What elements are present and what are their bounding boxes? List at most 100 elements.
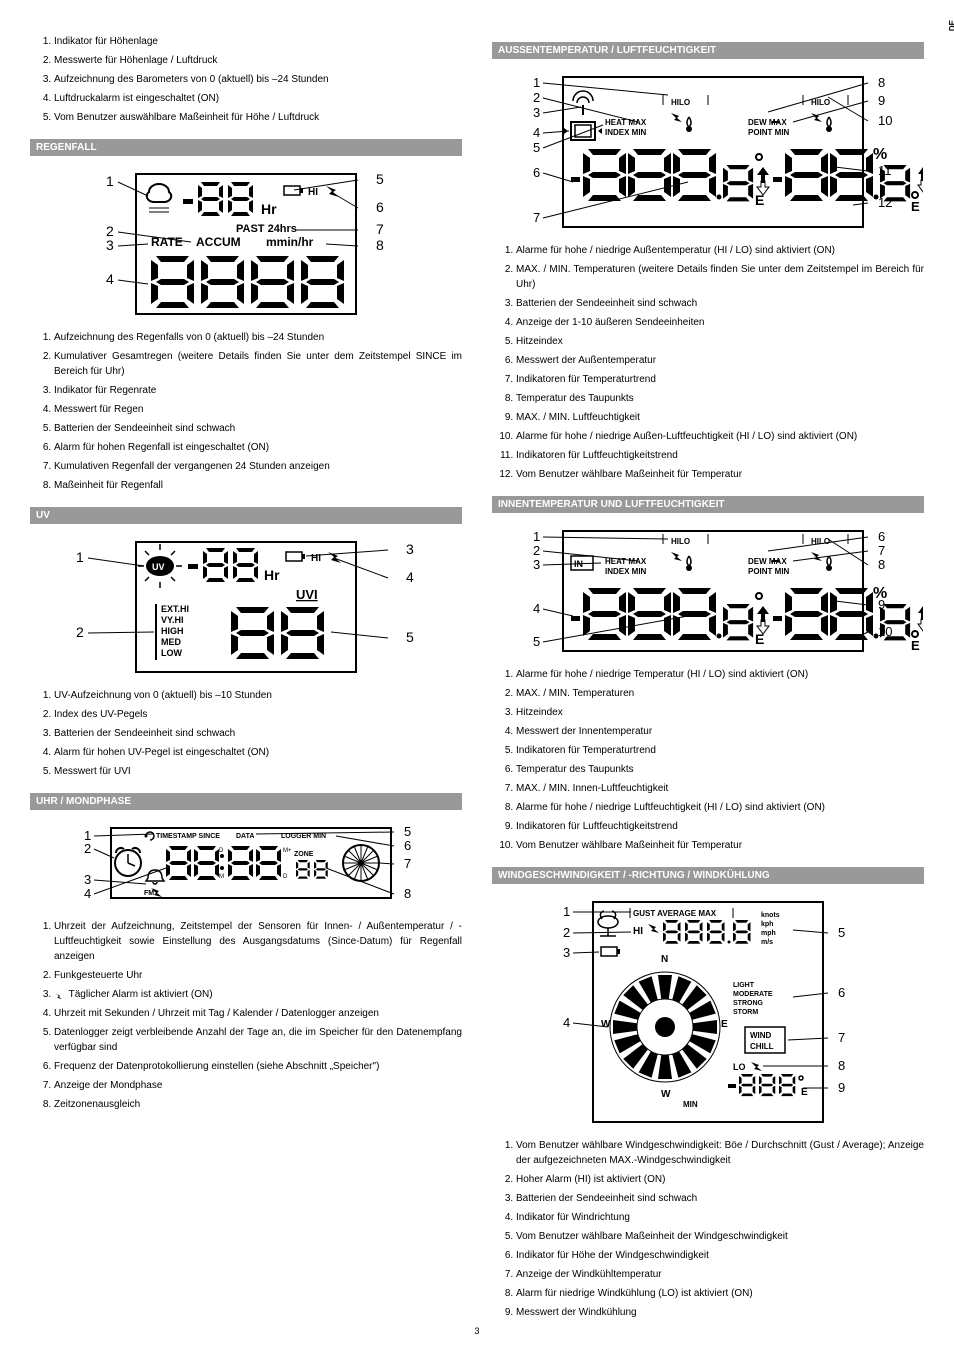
svg-text:1: 1 [563, 904, 570, 919]
svg-text:6: 6 [533, 165, 540, 180]
svg-text:MODERATE: MODERATE [733, 991, 773, 998]
svg-text:3: 3 [533, 105, 540, 120]
list-item: Alarm für hohen Regenfall ist eingeschal… [54, 440, 462, 455]
svg-text:3: 3 [563, 945, 570, 960]
svg-text:FM: FM [144, 890, 154, 897]
list-item: Zeitzonenausgleich [54, 1097, 462, 1112]
svg-text:MIN: MIN [683, 1100, 698, 1109]
list-item: Kumulativen Regenfall der vergangenen 24… [54, 459, 462, 474]
svg-text:N: N [661, 954, 668, 965]
svg-text:TIMESTAMP SINCE: TIMESTAMP SINCE [156, 833, 220, 840]
list-item: Alarme für hohe / niedrige Temperatur (H… [516, 667, 924, 682]
svg-text:M+: M+ [283, 848, 292, 854]
svg-text:W: W [601, 1019, 611, 1030]
svg-text:6: 6 [838, 985, 845, 1000]
list-item: Batterien der Sendeeinheit sind schwach [516, 1191, 924, 1206]
intemp-diagram: IN 1 2 3 4 5 6 7 8 9 10 [493, 521, 923, 661]
page-columns: Indikator für Höhenlage Messwerte für Hö… [30, 28, 924, 1324]
list-item: Messwert der Windkühlung [516, 1305, 924, 1320]
section-header-wind: WINDGESCHWINDIGKEIT / -RICHTUNG / WINDKÜ… [492, 867, 924, 884]
section-header-intemp: INNENTEMPERATUR UND LUFTFEUCHTIGKEIT [492, 496, 924, 513]
svg-text:2: 2 [76, 624, 84, 640]
list-item: Indikatoren für Temperaturtrend [516, 372, 924, 387]
intro-list: Indikator für Höhenlage Messwerte für Hö… [30, 34, 462, 125]
svg-text:UV: UV [152, 562, 165, 572]
svg-text:PAST 24hrs: PAST 24hrs [236, 223, 297, 235]
svg-text:ACCUM: ACCUM [196, 235, 241, 249]
svg-text:CHILL: CHILL [750, 1042, 774, 1051]
outtemp-diagram: 1 2 3 4 5 6 7 8 9 10 11 12 [493, 67, 923, 237]
svg-text:Hr: Hr [261, 201, 277, 217]
uv-diagram: UV Hr HI UVI EXT.HI VY.HI HIGH MED LOW [36, 532, 456, 682]
svg-text:8: 8 [878, 75, 885, 90]
list-item: Maßeinheit für Regenfall [54, 478, 462, 493]
uv-list: UV-Aufzeichnung von 0 (aktuell) bis –10 … [30, 688, 462, 779]
page-number: 3 [474, 1326, 479, 1336]
svg-text:6: 6 [376, 199, 384, 215]
svg-text:7: 7 [404, 856, 411, 871]
svg-text:UVI: UVI [296, 587, 318, 602]
list-item-text: Täglicher Alarm ist aktiviert (ON) [69, 989, 213, 1000]
svg-text:3: 3 [533, 557, 540, 572]
list-item: Anzeige der 1-10 äußeren Sendeeinheiten [516, 315, 924, 330]
list-item: Uhrzeit der Aufzeichnung, Zeitstempel de… [54, 919, 462, 964]
svg-text:2: 2 [533, 90, 540, 105]
svg-text:STORM: STORM [733, 1009, 758, 1016]
section-header-outtemp: AUSSENTEMPERATUR / LUFTFEUCHTIGKEIT [492, 42, 924, 59]
outtemp-list: Alarme für hohe / niedrige Außentemperat… [492, 243, 924, 482]
list-item: Funkgesteuerte Uhr [54, 968, 462, 983]
section-header-clock: UHR / MONDPHASE [30, 793, 462, 810]
svg-text:5: 5 [404, 824, 411, 839]
list-item: Indikator für Höhe der Windgeschwindigke… [516, 1248, 924, 1263]
svg-text:6: 6 [404, 838, 411, 853]
svg-text:7: 7 [376, 221, 384, 237]
svg-text:5: 5 [533, 634, 540, 649]
list-item: MAX. / MIN. Temperaturen [516, 686, 924, 701]
wind-diagram: GUST AVERAGE MAX HI knots kph mph m/s N … [493, 892, 923, 1132]
svg-text:10: 10 [878, 113, 892, 128]
svg-text:3: 3 [84, 872, 91, 887]
svg-text:5: 5 [376, 171, 384, 187]
list-item: Hoher Alarm (HI) ist aktiviert (ON) [516, 1172, 924, 1187]
svg-text:4: 4 [106, 271, 114, 287]
svg-text:8: 8 [376, 237, 384, 253]
list-item: Indikator für Regenrate [54, 383, 462, 398]
svg-text:9: 9 [878, 93, 885, 108]
svg-text:4: 4 [533, 601, 540, 616]
svg-text:W: W [661, 1089, 671, 1100]
svg-text:1: 1 [76, 549, 84, 565]
svg-text:5: 5 [838, 925, 845, 940]
list-item: Hitzeindex [516, 705, 924, 720]
svg-text:9: 9 [878, 597, 885, 612]
svg-text:kph: kph [761, 921, 773, 928]
list-item: MAX. / MIN. Innen-Luftfeuchtigkeit [516, 781, 924, 796]
list-item: Frequenz der Datenprotokollierung einste… [54, 1059, 462, 1074]
list-item: Indikatoren für Luftfeuchtigkeitstrend [516, 819, 924, 834]
svg-text:3: 3 [406, 541, 414, 557]
list-item: UV-Aufzeichnung von 0 (aktuell) bis –10 … [54, 688, 462, 703]
svg-text:HI: HI [633, 926, 643, 937]
svg-text:8: 8 [838, 1058, 845, 1073]
svg-text:9: 9 [838, 1080, 845, 1095]
list-item: Alarm für hohen UV-Pegel ist eingeschalt… [54, 745, 462, 760]
list-item: Anzeige der Mondphase [54, 1078, 462, 1093]
clock-list: Uhrzeit der Aufzeichnung, Zeitstempel de… [30, 919, 462, 1112]
svg-text:8: 8 [878, 557, 885, 572]
svg-text:EXT.HI: EXT.HI [161, 604, 189, 614]
svg-text:4: 4 [563, 1015, 570, 1030]
list-item: Uhrzeit mit Sekunden / Uhrzeit mit Tag /… [54, 1006, 462, 1021]
svg-text:mph: mph [761, 930, 776, 937]
svg-text:GUST AVERAGE MAX: GUST AVERAGE MAX [633, 909, 717, 918]
svg-text:11: 11 [878, 163, 892, 178]
list-item: Vom Benutzer auswählbare Maßeinheit für … [54, 110, 462, 125]
svg-text:7: 7 [838, 1030, 845, 1045]
regenfall-diagram: Hr HI PAST 24hrs RATE ACCUM mmin/hr 1 2 … [36, 164, 456, 324]
list-item: Kumulativer Gesamtregen (weitere Details… [54, 349, 462, 379]
list-item: Hitzeindex [516, 334, 924, 349]
section-header-uv: UV [30, 507, 462, 524]
svg-text:7: 7 [878, 543, 885, 558]
svg-text:M: M [219, 874, 224, 880]
list-item: Täglicher Alarm ist aktiviert (ON) [54, 987, 462, 1002]
svg-text:D: D [219, 848, 224, 854]
svg-text:12: 12 [878, 195, 892, 210]
